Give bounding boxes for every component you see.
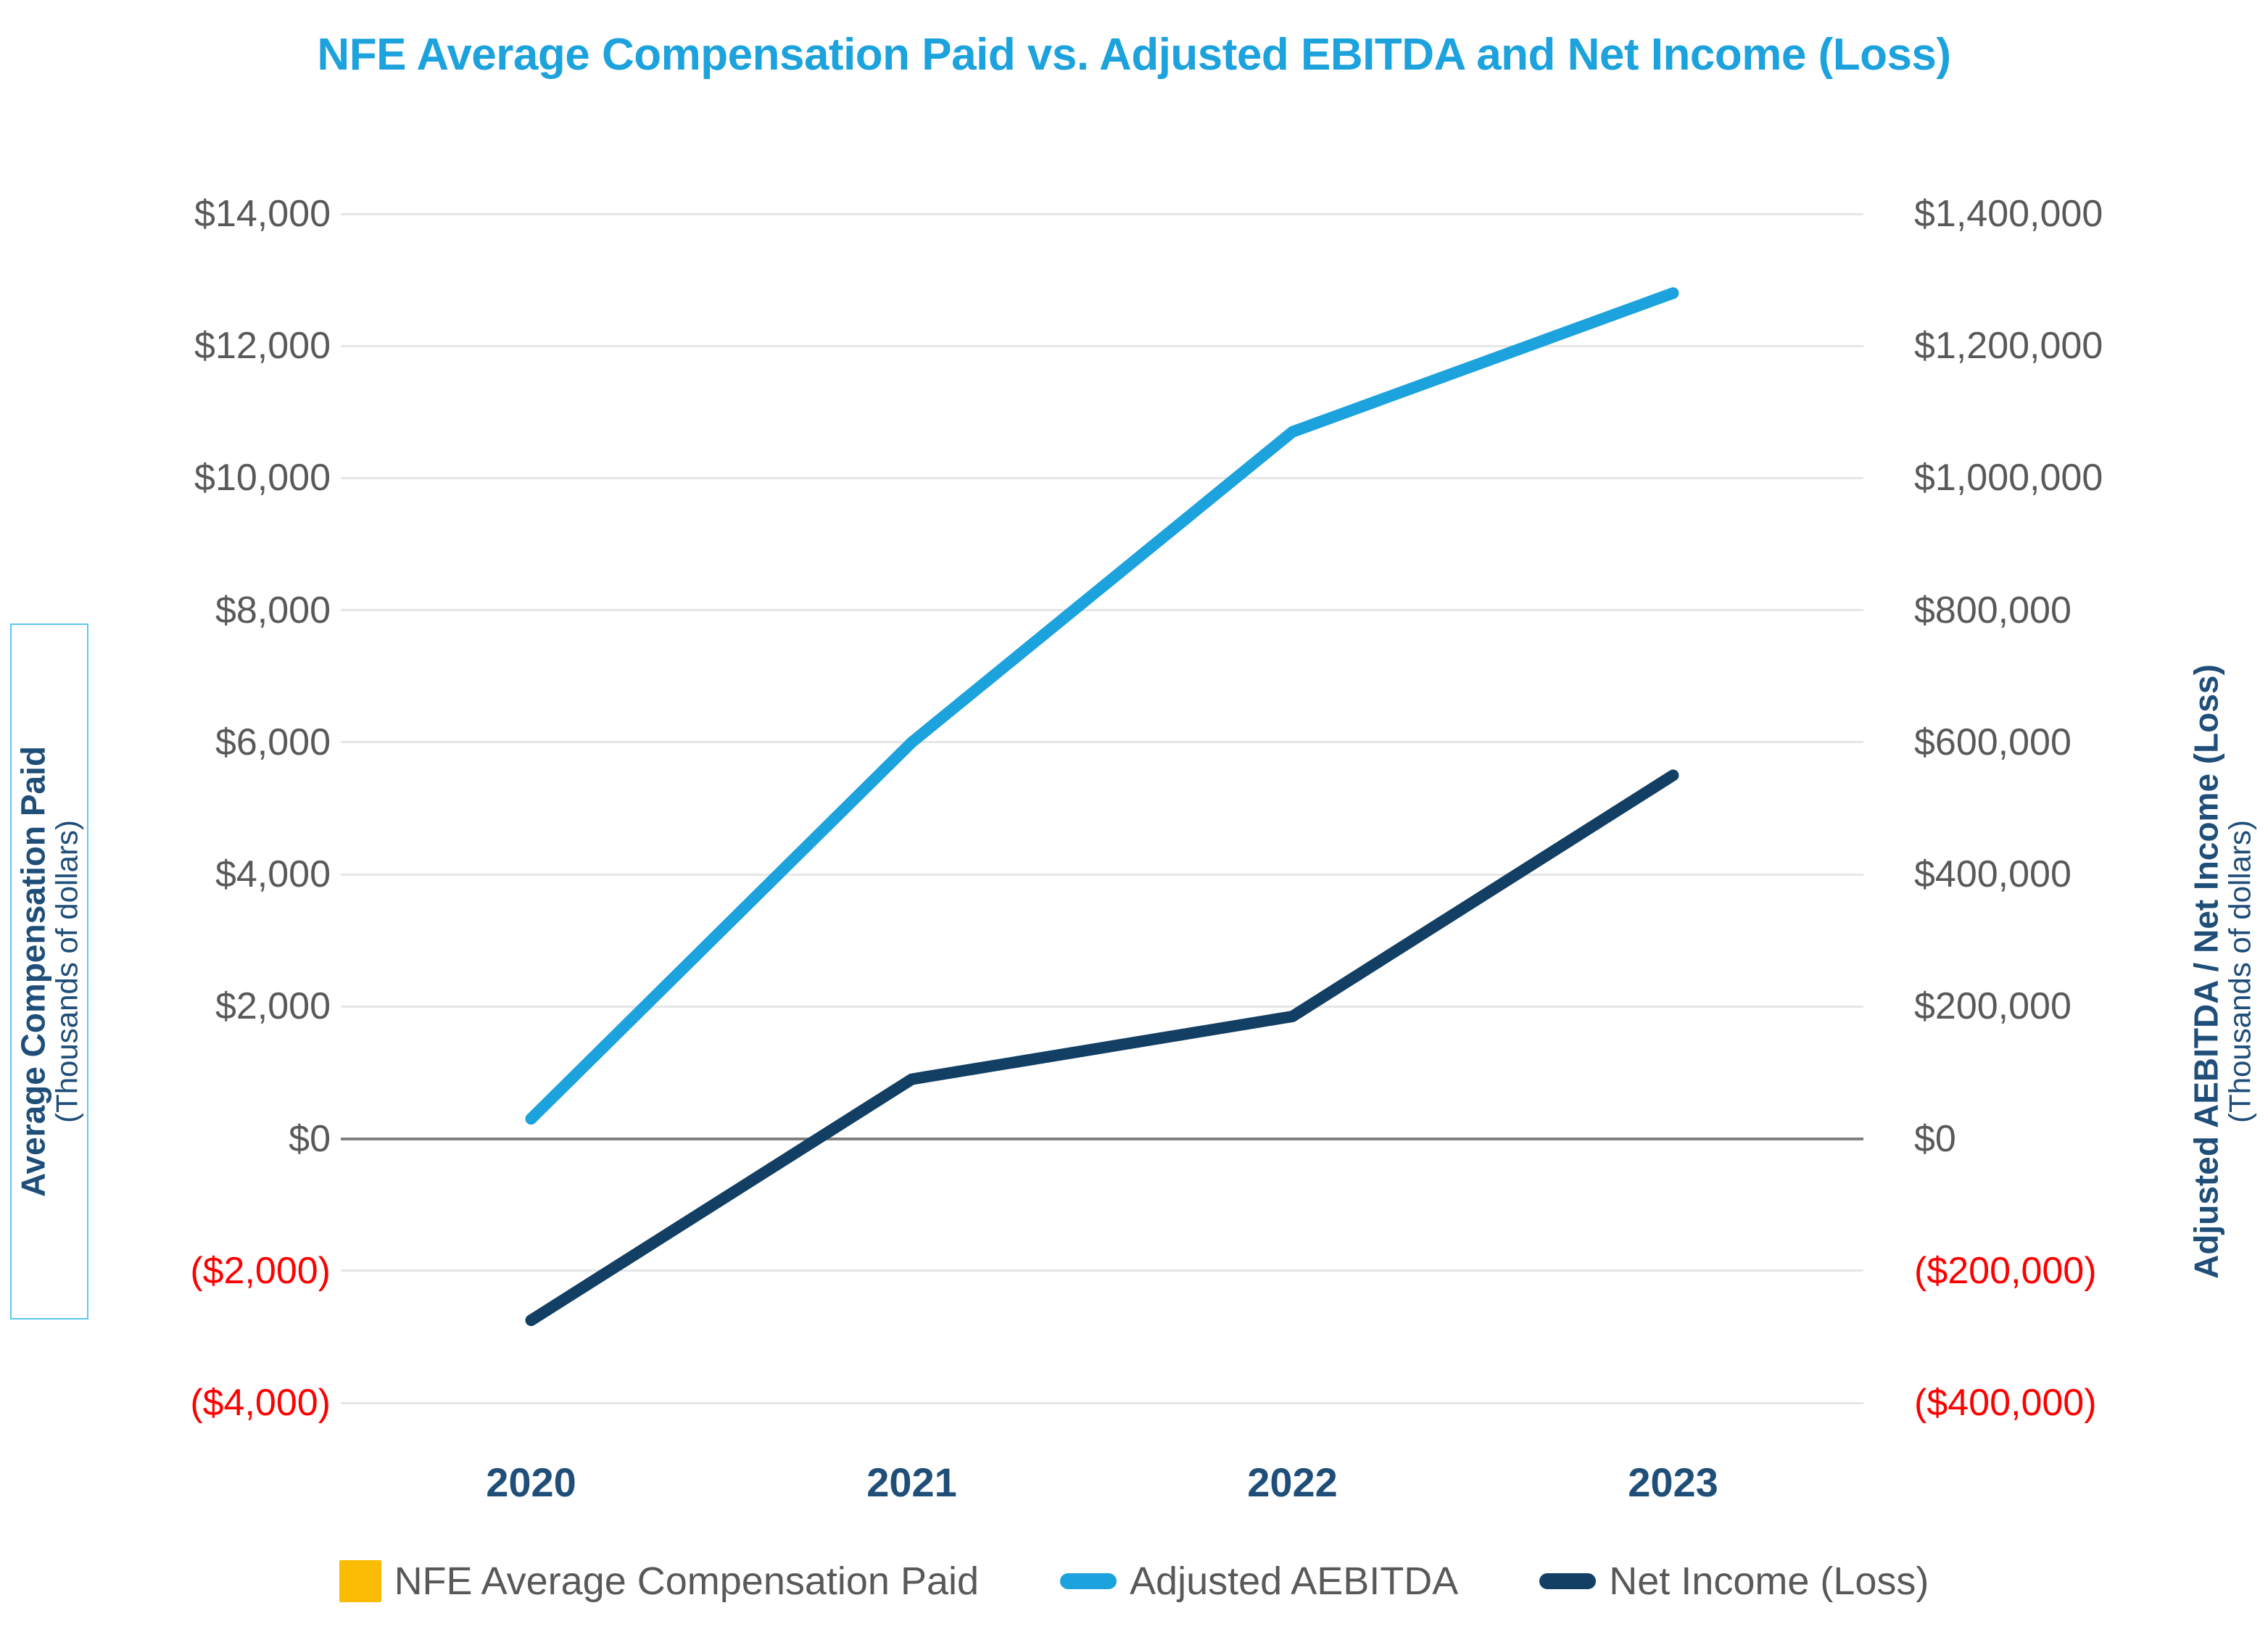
legend-label: Net Income (Loss) xyxy=(1609,1559,1929,1603)
gridline xyxy=(341,1269,1863,1272)
right-tick-1000000: $1,000,000 xyxy=(1914,457,2103,500)
right-tick--200000: ($200,000) xyxy=(1914,1249,2097,1292)
left-tick-8000: $8,000 xyxy=(215,589,331,631)
right-axis-title: Adjusted AEBITDA / Net Income (Loss) (Th… xyxy=(2180,602,2265,1341)
right-axis-title-line2: (Thousands of dollars) xyxy=(2222,820,2257,1123)
right-tick-1200000: $1,200,000 xyxy=(1914,325,2103,368)
gridline xyxy=(341,609,1863,612)
x-tick-2022: 2022 xyxy=(1247,1459,1338,1505)
left-axis-title-line2: (Thousands of dollars) xyxy=(49,820,84,1123)
left-tick-6000: $6,000 xyxy=(215,721,331,763)
left-tick--2000: ($2,000) xyxy=(190,1249,331,1292)
legend-item-1[interactable]: Adjusted AEBITDA xyxy=(1060,1559,1458,1604)
gridline xyxy=(341,1005,1863,1008)
left-tick-14000: $14,000 xyxy=(194,193,331,235)
plot-area xyxy=(341,212,1863,1404)
right-axis-title-line1: Adjusted AEBITDA / Net Income (Loss) xyxy=(2187,664,2225,1279)
gridline xyxy=(341,344,1863,347)
chart-title: NFE Average Compensation Paid vs. Adjust… xyxy=(317,30,1951,80)
left-tick-4000: $4,000 xyxy=(215,853,331,896)
gridline xyxy=(341,476,1863,479)
legend-swatch-icon xyxy=(1539,1573,1597,1589)
zero-axis-line xyxy=(341,1137,1863,1140)
left-tick--4000: ($4,000) xyxy=(190,1382,331,1424)
gridline xyxy=(341,873,1863,876)
line-net-income xyxy=(525,769,1679,1327)
left-axis-title-line1: Average Compensation Paid xyxy=(14,746,52,1198)
x-tick-2021: 2021 xyxy=(866,1459,957,1505)
left-axis-title: Average Compensation Paid (Thousands of … xyxy=(10,623,88,1319)
left-tick-2000: $2,000 xyxy=(215,985,331,1028)
x-tick-2020: 2020 xyxy=(486,1459,576,1505)
right-tick-400000: $400,000 xyxy=(1914,853,2072,896)
legend-item-0[interactable]: NFE Average Compensation Paid xyxy=(339,1559,979,1604)
left-tick-12000: $12,000 xyxy=(194,325,331,368)
line-adjusted-aebitda xyxy=(525,287,1679,1125)
legend-swatch-icon xyxy=(1060,1573,1117,1589)
legend-label: Adjusted AEBITDA xyxy=(1130,1559,1459,1603)
right-tick-600000: $600,000 xyxy=(1914,721,2072,763)
right-tick--400000: ($400,000) xyxy=(1914,1382,2097,1424)
right-tick-1400000: $1,400,000 xyxy=(1914,193,2103,235)
legend-label: NFE Average Compensation Paid xyxy=(394,1559,980,1603)
legend-item-2[interactable]: Net Income (Loss) xyxy=(1539,1559,1929,1604)
left-tick-10000: $10,000 xyxy=(194,457,331,500)
gridline xyxy=(341,1401,1863,1404)
right-tick-800000: $800,000 xyxy=(1914,589,2072,631)
legend-swatch-icon xyxy=(339,1560,381,1602)
right-tick-0: $0 xyxy=(1914,1117,1956,1160)
line-series xyxy=(525,287,1679,1327)
chart-legend: NFE Average Compensation Paid Adjusted AE… xyxy=(0,1559,2268,1604)
gridline xyxy=(341,212,1863,215)
right-tick-200000: $200,000 xyxy=(1914,985,2072,1028)
x-tick-2023: 2023 xyxy=(1628,1459,1718,1505)
left-tick-0: $0 xyxy=(289,1117,331,1160)
gridline xyxy=(341,741,1863,744)
